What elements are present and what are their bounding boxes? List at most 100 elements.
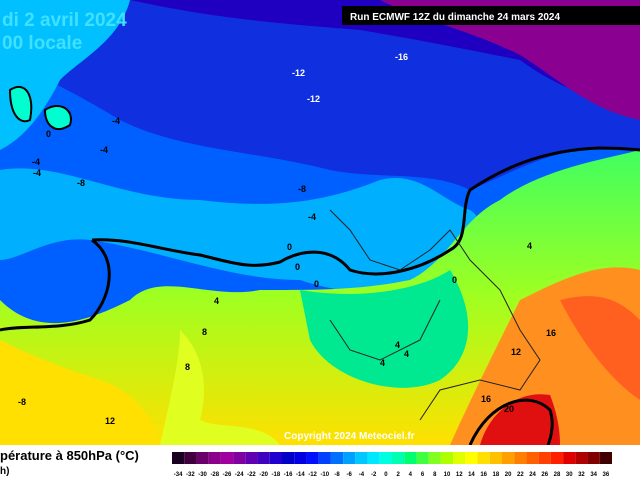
legend-title: pérature à 850hPa (°C) xyxy=(0,448,139,463)
contour-labels: -16 -12 -12 -4 -4 -4 -8 0 -8 -4 0 0 0 -4… xyxy=(18,52,556,426)
color-swatch xyxy=(379,452,392,464)
run-info: Run ECMWF 12Z du dimanche 24 mars 2024 xyxy=(350,12,560,23)
contour-label: -8 xyxy=(298,184,306,194)
color-swatch xyxy=(526,452,539,464)
colorbar-tick-label: -12 xyxy=(308,472,317,478)
colorbar-tick-label: -32 xyxy=(186,472,195,478)
colorbar-tick-label: 24 xyxy=(529,472,536,478)
colorbar-tick-label: 6 xyxy=(421,472,425,478)
colorbar: -34 -32 -30 -28 -26 -24 -22 -20 -18 -16 -14 -12 -10-… xyxy=(172,452,612,478)
contour-label: -4 xyxy=(33,168,41,178)
colorbar-tick-label: -16 xyxy=(284,472,293,478)
colorbar-tick-label: -30 xyxy=(198,472,207,478)
color-swatch xyxy=(343,452,356,464)
color-swatch xyxy=(514,452,527,464)
color-swatch xyxy=(172,452,185,464)
color-swatch xyxy=(404,452,417,464)
color-swatch xyxy=(392,452,405,464)
contour-label: 0 xyxy=(452,275,457,285)
colorbar-tick-label: 20 xyxy=(505,472,512,478)
contour-label: 0 xyxy=(287,242,292,252)
colorbar-tick-label: 30 xyxy=(566,472,573,478)
color-swatch xyxy=(575,452,588,464)
color-swatch xyxy=(184,452,197,464)
color-swatch xyxy=(355,452,368,464)
color-swatch xyxy=(502,452,515,464)
colorbar-tick-label: 14 xyxy=(468,472,475,478)
color-swatch xyxy=(416,452,429,464)
color-swatch xyxy=(428,452,441,464)
contour-label: 4 xyxy=(214,296,219,306)
color-swatch xyxy=(318,452,331,464)
contour-label: 8 xyxy=(185,362,190,372)
colorbar-tick-label: -2 xyxy=(371,472,377,478)
color-swatch xyxy=(233,452,246,464)
color-swatch xyxy=(245,452,258,464)
color-swatch xyxy=(453,452,466,464)
color-swatch xyxy=(587,452,600,464)
contour-label: 4 xyxy=(395,340,400,350)
colorbar-tick-label: 16 xyxy=(480,472,487,478)
colorbar-tick-label: 4 xyxy=(409,472,413,478)
colorbar-tick-label: -4 xyxy=(359,472,365,478)
colorbar-tick-label: 2 xyxy=(396,472,400,478)
contour-label: -8 xyxy=(18,397,26,407)
colorbar-tick-label: 12 xyxy=(456,472,463,478)
run-banner xyxy=(342,6,640,25)
contour-label: -12 xyxy=(307,94,320,104)
colorbar-tick-label: 10 xyxy=(444,472,451,478)
contour-label: 0 xyxy=(46,129,51,139)
color-swatch xyxy=(550,452,564,464)
contour-label: 4 xyxy=(380,358,385,368)
colorbar-tick-label: 18 xyxy=(493,472,500,478)
colorbar-tick-label: 0 xyxy=(384,472,388,478)
color-swatch xyxy=(196,452,209,464)
contour-label: 16 xyxy=(546,328,556,338)
colorbar-tick-label: -26 xyxy=(223,472,232,478)
contour-label: -12 xyxy=(292,68,305,78)
color-swatch xyxy=(465,452,478,464)
contour-label: -4 xyxy=(100,145,108,155)
color-swatch xyxy=(306,452,319,464)
contour-label: 4 xyxy=(527,241,532,251)
color-swatch xyxy=(282,452,295,464)
contour-label: 12 xyxy=(105,416,115,426)
colorbar-tick-label: -28 xyxy=(210,472,219,478)
color-swatch xyxy=(220,452,234,464)
color-swatch xyxy=(367,452,380,464)
contour-label: 0 xyxy=(295,262,300,272)
map xyxy=(0,0,640,446)
color-swatch xyxy=(257,452,270,464)
color-swatch xyxy=(330,452,344,464)
legend-unit: h) xyxy=(0,466,9,477)
contour-label: 4 xyxy=(404,349,409,359)
colorbar-tick-label: 22 xyxy=(517,472,524,478)
color-swatch xyxy=(269,452,282,464)
contour-label: 20 xyxy=(504,404,514,414)
colorbar-tick-label: -20 xyxy=(259,472,268,478)
contour-label: 12 xyxy=(511,347,521,357)
color-swatch xyxy=(489,452,502,464)
colorbar-tick-label: -22 xyxy=(247,472,256,478)
color-swatch xyxy=(208,452,221,464)
contour-label: 16 xyxy=(481,394,491,404)
color-swatch xyxy=(538,452,551,464)
colorbar-tick-label: -10 xyxy=(320,472,329,478)
colorbar-tick-label: 26 xyxy=(541,472,548,478)
contour-label: -16 xyxy=(395,52,408,62)
color-swatch xyxy=(440,452,454,464)
colorbar-tick-label: -8 xyxy=(334,472,340,478)
colorbar-tick-label: -14 xyxy=(296,472,305,478)
colorbar-tick-label: -18 xyxy=(272,472,281,478)
colorbar-tick-label: 32 xyxy=(578,472,585,478)
colorbar-tick-label: -24 xyxy=(235,472,244,478)
contour-label: 0 xyxy=(314,279,319,289)
color-swatch xyxy=(294,452,307,464)
subtitle: 00 locale xyxy=(2,33,82,54)
contour-label: -4 xyxy=(32,157,40,167)
color-swatch xyxy=(599,452,612,464)
color-swatch xyxy=(477,452,490,464)
colorbar-tick-label: 34 xyxy=(590,472,597,478)
colorbar-tick-label: 8 xyxy=(433,472,437,478)
